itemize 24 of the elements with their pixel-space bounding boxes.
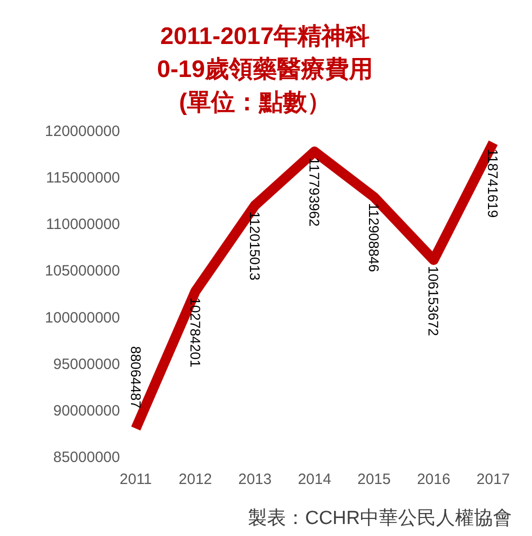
x-tick-label: 2015 bbox=[357, 471, 391, 488]
chart-title: 2011-2017年精神科 0-19歲領藥醫療費用 (單位：點數） bbox=[156, 23, 374, 116]
data-label: 112908846 bbox=[366, 203, 382, 272]
data-label: 112015013 bbox=[246, 211, 263, 281]
y-tick-label: 110000000 bbox=[46, 216, 120, 234]
y-tick-label: 95000000 bbox=[53, 356, 120, 373]
y-tick-label: 100000000 bbox=[44, 309, 120, 326]
y-tick-label: 105000000 bbox=[44, 262, 120, 280]
x-tick-label: 2011 bbox=[120, 471, 152, 488]
x-tick-label: 2016 bbox=[416, 471, 450, 488]
data-label: 118741619 bbox=[485, 148, 502, 218]
y-tick-label: 85000000 bbox=[53, 449, 120, 466]
data-label: 106153672 bbox=[426, 266, 442, 336]
x-tick-label: 2012 bbox=[178, 471, 212, 488]
x-tick-label: 2014 bbox=[298, 471, 332, 488]
data-label: 102784201 bbox=[187, 297, 204, 368]
data-label: 88064487 bbox=[128, 346, 144, 409]
x-tick-label: 2013 bbox=[238, 471, 272, 488]
y-tick-label: 90000000 bbox=[53, 402, 120, 420]
y-tick-label: 120000000 bbox=[44, 123, 120, 140]
x-tick-label: 2017 bbox=[476, 471, 510, 488]
text: 製表：CCHR中華公民人權協會 bbox=[248, 508, 512, 529]
data-label: 117793962 bbox=[306, 158, 322, 227]
y-tick-label: 115000000 bbox=[46, 170, 120, 187]
